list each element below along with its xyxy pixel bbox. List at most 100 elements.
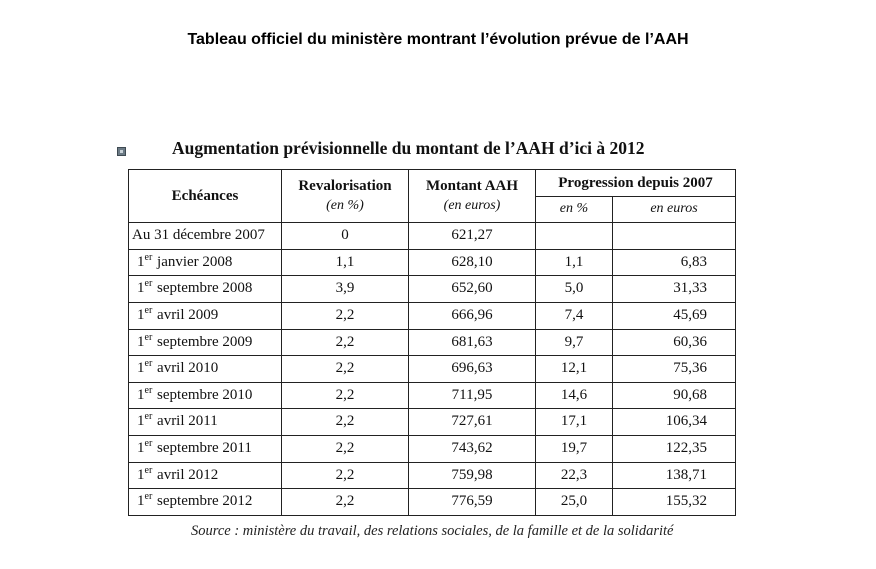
- header-revalorisation-unit: (en %): [326, 198, 364, 214]
- table-row: 1er septembre 2009 2,2 681,63 9,7 60,36: [128, 328, 736, 357]
- cell-montant: 696,63: [408, 355, 536, 383]
- cell-echeance-sup: er: [144, 464, 153, 476]
- cell-revalorisation: 2,2: [281, 328, 409, 357]
- cell-echeance-sup: er: [144, 437, 153, 449]
- cell-echeance: Au 31 décembre 2007: [128, 222, 282, 250]
- source-note: Source : ministère du travail, des relat…: [191, 523, 674, 539]
- cell-echeance-text: Au 31 décembre 2007: [132, 227, 265, 244]
- cell-echeance: 1er janvier 2008: [128, 248, 282, 277]
- cell-progression-pct: 17,1: [535, 408, 613, 436]
- header-progression-pct: en %: [535, 195, 613, 224]
- cell-revalorisation: 2,2: [281, 301, 409, 330]
- cell-revalorisation: 2,2: [281, 355, 409, 383]
- table-title: Augmentation prévisionnelle du montant d…: [172, 138, 645, 158]
- header-revalorisation-label: Revalorisation: [298, 178, 392, 195]
- cell-progression-pct: [535, 222, 613, 250]
- cell-echeance-text: janvier 2008: [153, 253, 233, 270]
- cell-progression-eur: 122,35: [612, 434, 736, 463]
- cell-echeance-text: septembre 2008: [153, 280, 253, 297]
- cell-echeance-text: avril 2011: [153, 413, 218, 430]
- cell-echeance-text: avril 2009: [153, 306, 219, 323]
- table-row: 1er septembre 2011 2,2 743,62 19,7 122,35: [128, 434, 736, 463]
- cell-echeance: 1er avril 2010: [128, 355, 282, 383]
- cell-echeance: 1er septembre 2010: [128, 381, 282, 410]
- cell-progression-eur: 90,68: [612, 381, 736, 410]
- cell-montant: 776,59: [408, 488, 536, 516]
- cell-echeance: 1er septembre 2009: [128, 328, 282, 357]
- cell-revalorisation: 0: [281, 222, 409, 250]
- table-body: Au 31 décembre 2007 0 621,27 1er janvier 20…: [128, 222, 736, 516]
- cell-montant: 681,63: [408, 328, 536, 357]
- cell-echeance-day: 1: [137, 306, 145, 323]
- table-row: 1er avril 2012 2,2 759,98 22,3 138,71: [128, 461, 736, 490]
- page-title: Tableau officiel du ministère montrant l…: [187, 31, 689, 48]
- cell-echeance-sup: er: [144, 411, 153, 423]
- cell-montant: 727,61: [408, 408, 536, 436]
- table-row: 1er avril 2011 2,2 727,61 17,1 106,34: [128, 408, 736, 436]
- cell-echeance: 1er septembre 2012: [128, 488, 282, 516]
- table-row: Au 31 décembre 2007 0 621,27: [128, 222, 736, 250]
- cell-montant: 621,27: [408, 222, 536, 250]
- cell-progression-eur: 6,83: [612, 248, 736, 277]
- bullet-square-icon: [117, 147, 126, 156]
- cell-revalorisation: 1,1: [281, 248, 409, 277]
- cell-progression-pct: 22,3: [535, 461, 613, 490]
- header-montant-unit: (en euros): [443, 198, 501, 214]
- aah-table: Echéances Revalorisation (en %) Montant …: [128, 168, 736, 516]
- cell-echeance-text: avril 2012: [153, 466, 219, 483]
- table-row: 1er septembre 2010 2,2 711,95 14,6 90,68: [128, 381, 736, 410]
- cell-revalorisation: 3,9: [281, 275, 409, 303]
- cell-echeance-day: 1: [137, 333, 145, 350]
- cell-progression-pct: 12,1: [535, 355, 613, 383]
- cell-montant: 759,98: [408, 461, 536, 490]
- cell-progression-eur: [612, 222, 736, 250]
- header-progression-eur: en euros: [612, 195, 736, 224]
- header-revalorisation: Revalorisation (en %): [281, 168, 409, 224]
- cell-echeance-day: 1: [137, 439, 145, 456]
- cell-progression-eur: 60,36: [612, 328, 736, 357]
- cell-progression-pct: 5,0: [535, 275, 613, 303]
- cell-echeance: 1er septembre 2008: [128, 275, 282, 303]
- cell-progression-pct: 7,4: [535, 301, 613, 330]
- cell-progression-pct: 14,6: [535, 381, 613, 410]
- table-row: 1er avril 2010 2,2 696,63 12,1 75,36: [128, 355, 736, 383]
- table-row: 1er janvier 2008 1,1 628,10 1,1 6,83: [128, 248, 736, 277]
- cell-echeance-sup: er: [144, 331, 153, 343]
- cell-progression-pct: 1,1: [535, 248, 613, 277]
- cell-montant: 628,10: [408, 248, 536, 277]
- cell-echeance-text: septembre 2012: [153, 493, 253, 510]
- cell-echeance-day: 1: [137, 253, 145, 270]
- cell-montant: 711,95: [408, 381, 536, 410]
- cell-echeance-day: 1: [137, 466, 145, 483]
- table-row: 1er avril 2009 2,2 666,96 7,4 45,69: [128, 301, 736, 330]
- cell-echeance-text: avril 2010: [153, 360, 219, 377]
- header-echeances: Echéances: [128, 168, 282, 224]
- cell-revalorisation: 2,2: [281, 381, 409, 410]
- cell-revalorisation: 2,2: [281, 461, 409, 490]
- cell-echeance-sup: er: [144, 304, 153, 316]
- cell-echeance-day: 1: [137, 360, 145, 377]
- cell-echeance-day: 1: [137, 493, 145, 510]
- cell-progression-eur: 31,33: [612, 275, 736, 303]
- table-row: 1er septembre 2008 3,9 652,60 5,0 31,33: [128, 275, 736, 303]
- cell-progression-eur: 75,36: [612, 355, 736, 383]
- cell-progression-pct: 9,7: [535, 328, 613, 357]
- cell-montant: 652,60: [408, 275, 536, 303]
- cell-revalorisation: 2,2: [281, 408, 409, 436]
- cell-montant: 743,62: [408, 434, 536, 463]
- cell-progression-pct: 19,7: [535, 434, 613, 463]
- cell-revalorisation: 2,2: [281, 488, 409, 516]
- cell-echeance-text: septembre 2009: [153, 333, 253, 350]
- cell-echeance: 1er avril 2012: [128, 461, 282, 490]
- subheader-row: en % en euros: [129, 195, 736, 224]
- cell-progression-eur: 106,34: [612, 408, 736, 436]
- cell-montant: 666,96: [408, 301, 536, 330]
- cell-echeance-sup: er: [144, 491, 153, 503]
- header-montant-label: Montant AAH: [425, 178, 519, 195]
- cell-echeance: 1er avril 2011: [128, 408, 282, 436]
- cell-echeance: 1er avril 2009: [128, 301, 282, 330]
- cell-echeance-day: 1: [137, 280, 145, 297]
- header-row: Echéances Revalorisation (en %) Montant …: [128, 168, 736, 224]
- cell-progression-eur: 45,69: [612, 301, 736, 330]
- cell-echeance-sup: er: [144, 358, 153, 370]
